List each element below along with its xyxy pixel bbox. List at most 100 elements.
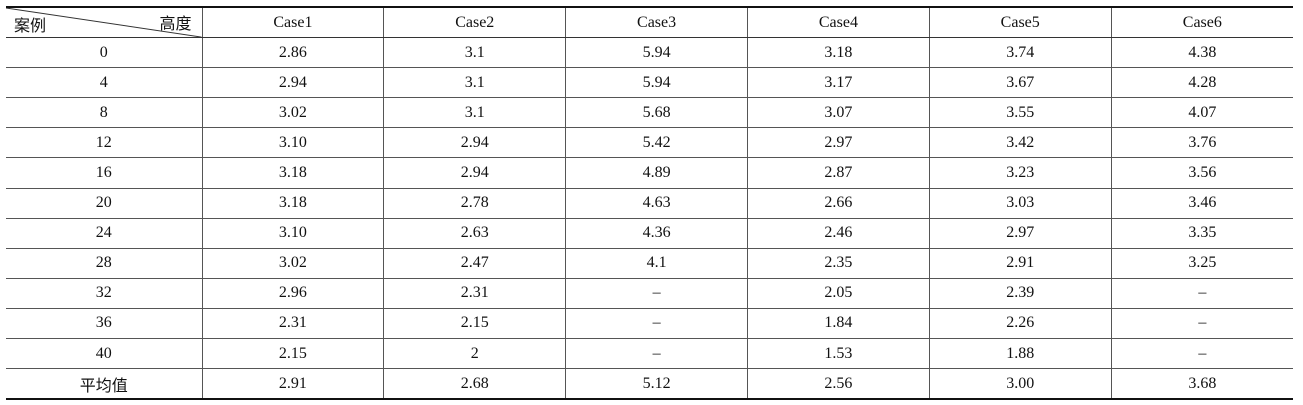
table-cell: 3.00 xyxy=(928,368,1112,401)
row-label: 24 xyxy=(6,217,202,249)
table-cell: 2.87 xyxy=(746,157,930,189)
row-label: 32 xyxy=(6,277,202,309)
row-label: 28 xyxy=(6,247,202,279)
table-cell: 3.17 xyxy=(746,67,930,98)
table-cell: 3.1 xyxy=(383,37,566,68)
table-cell: 4.28 xyxy=(1110,67,1293,98)
table-cell: 2.94 xyxy=(201,67,384,98)
table-row: 20 3.18 2.78 4.63 2.66 3.03 3.46 xyxy=(6,187,1293,219)
table-row: 36 2.31 2.15–1.84 2.26– xyxy=(6,307,1293,339)
table-cell: 3.03 xyxy=(928,187,1112,219)
table-cell: 3.55 xyxy=(928,97,1112,128)
table-cell: 5.12 xyxy=(565,368,748,401)
table-cell: 3.18 xyxy=(201,187,384,219)
table-cell: 2.56 xyxy=(746,368,930,401)
table-cell: 2.31 xyxy=(201,307,384,339)
table-row: 12 3.10 2.94 5.42 2.97 3.42 3.76 xyxy=(6,127,1293,158)
table-cell: 2.31 xyxy=(383,277,566,309)
table-row: 28 3.02 2.47 4.1 2.35 2.91 3.25 xyxy=(6,247,1293,279)
table-cell: 2.68 xyxy=(383,368,566,401)
table-cell: – xyxy=(1110,307,1293,339)
table-cell: 3.10 xyxy=(201,217,384,249)
table-row: 24 3.10 2.63 4.36 2.46 2.97 3.35 xyxy=(6,217,1293,249)
row-label: 0 xyxy=(6,37,202,68)
table-cell: 1.53 xyxy=(746,338,930,369)
table-cell: 3.42 xyxy=(928,127,1112,158)
table-cell: 3.10 xyxy=(201,127,384,158)
header-row: 高度 案例 Case1 Case2 Case3 Case4 Case5 Case… xyxy=(6,6,1293,39)
row-label: 40 xyxy=(6,338,202,369)
table-cell: 2.94 xyxy=(383,157,566,189)
table-cell: – xyxy=(1110,277,1293,309)
table-row: 4 2.94 3.1 5.94 3.17 3.67 4.28 xyxy=(6,67,1293,98)
corner-label-case: 案例 xyxy=(14,18,47,36)
table-row: 平均值 2.91 2.68 5.12 2.56 3.00 3.68 xyxy=(6,368,1293,401)
table-cell: 2 xyxy=(383,338,566,369)
table-cell: 3.46 xyxy=(1110,187,1293,219)
table-cell: 5.94 xyxy=(565,37,748,68)
table-cell: 2.05 xyxy=(746,277,930,309)
table-cell: 3.25 xyxy=(1110,247,1293,279)
diagonal-divider xyxy=(6,8,202,38)
table-cell: 3.02 xyxy=(201,247,384,279)
corner-header-cell: 高度 案例 xyxy=(6,6,202,39)
table-cell: 3.74 xyxy=(928,37,1112,68)
table-cell: 4.63 xyxy=(565,187,748,219)
table-cell: 3.35 xyxy=(1110,217,1293,249)
table-cell: 2.47 xyxy=(383,247,566,279)
table-cell: 3.67 xyxy=(928,67,1112,98)
table-cell: 3.56 xyxy=(1110,157,1293,189)
table-cell: 3.18 xyxy=(201,157,384,189)
table-cell: 3.1 xyxy=(383,67,566,98)
table-cell: – xyxy=(565,277,748,309)
table-cell: 2.96 xyxy=(201,277,384,309)
table-cell: 2.94 xyxy=(383,127,566,158)
column-header: Case4 xyxy=(746,6,930,39)
column-header: Case5 xyxy=(928,6,1112,39)
table-cell: 1.88 xyxy=(928,338,1112,369)
data-table: 高度 案例 Case1 Case2 Case3 Case4 Case5 Case… xyxy=(6,6,1293,401)
table-cell: – xyxy=(1110,338,1293,369)
table-row: 40 2.15 2–1.53 1.88– xyxy=(6,338,1293,369)
column-header: Case2 xyxy=(383,6,566,39)
row-label: 16 xyxy=(6,157,202,189)
table-cell: 2.63 xyxy=(383,217,566,249)
table-cell: 2.15 xyxy=(383,307,566,339)
row-label: 4 xyxy=(6,67,202,98)
corner-label-height: 高度 xyxy=(159,16,192,33)
column-header: Case3 xyxy=(565,6,748,39)
row-label: 20 xyxy=(6,187,202,219)
table-cell: 5.42 xyxy=(565,127,748,158)
table-cell: 2.97 xyxy=(928,217,1112,249)
table-cell: 4.07 xyxy=(1110,97,1293,128)
table-row: 0 2.86 3.1 5.94 3.18 3.74 4.38 xyxy=(6,37,1293,68)
table-cell: 2.35 xyxy=(746,247,930,279)
table-cell: 4.36 xyxy=(565,217,748,249)
row-label: 12 xyxy=(6,127,202,158)
row-label: 平均值 xyxy=(6,368,202,401)
table-row: 32 2.96 2.31–2.05 2.39– xyxy=(6,277,1293,309)
table-cell: 2.66 xyxy=(746,187,930,219)
table-cell: 2.39 xyxy=(928,277,1112,309)
column-header: Case1 xyxy=(201,6,384,39)
table-cell: – xyxy=(565,338,748,369)
table-cell: 4.89 xyxy=(565,157,748,189)
table-cell: 3.1 xyxy=(383,97,566,128)
table-cell: 5.68 xyxy=(565,97,748,128)
table-cell: 3.07 xyxy=(746,97,930,128)
table-cell: 5.94 xyxy=(565,67,748,98)
table-cell: 2.86 xyxy=(201,37,384,68)
table-cell: – xyxy=(565,307,748,339)
table-cell: 3.76 xyxy=(1110,127,1293,158)
table-cell: 2.91 xyxy=(201,368,384,401)
column-header: Case6 xyxy=(1110,6,1293,39)
table-body: 0 2.86 3.1 5.94 3.18 3.74 4.38 4 2.94 3.1 5.94 3.17… xyxy=(6,37,1293,401)
row-label: 8 xyxy=(6,97,202,128)
table-cell: 3.02 xyxy=(201,97,384,128)
table-cell: 1.84 xyxy=(746,307,930,339)
table-cell: 2.97 xyxy=(746,127,930,158)
table-cell: 2.78 xyxy=(383,187,566,219)
table-cell: 4.1 xyxy=(565,247,748,279)
table-cell: 2.26 xyxy=(928,307,1112,339)
table-cell: 3.18 xyxy=(746,37,930,68)
